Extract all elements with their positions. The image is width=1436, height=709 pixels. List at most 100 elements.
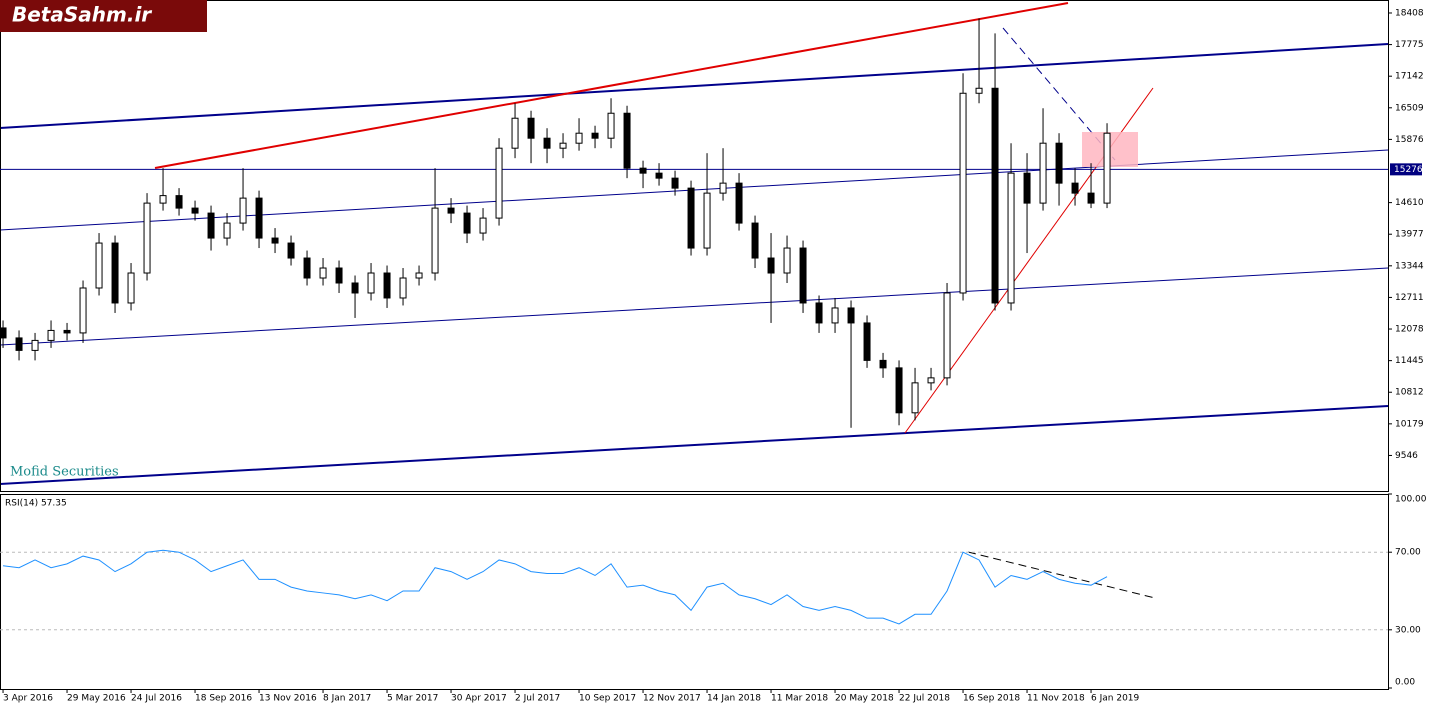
x-tick-label: 8 Jan 2017 <box>323 694 371 704</box>
x-tick-label: 11 Mar 2018 <box>771 694 828 704</box>
x-tick-label: 11 Nov 2018 <box>1027 694 1085 704</box>
candle-body <box>1055 142 1063 184</box>
y-tick-label: 12711 <box>1395 293 1424 303</box>
y-tick-label: 16509 <box>1395 103 1424 113</box>
candle-body <box>111 242 119 304</box>
candle-body <box>511 117 519 149</box>
candle-body <box>815 302 823 324</box>
x-tick-label: 29 May 2016 <box>67 694 126 704</box>
candle-body <box>735 182 743 224</box>
candle-body <box>591 132 599 139</box>
candle-body <box>15 337 23 351</box>
trend-line <box>0 405 1389 485</box>
trend-line <box>0 43 1389 129</box>
candle-body <box>495 147 503 219</box>
x-tick-label: 16 Sep 2018 <box>963 694 1020 704</box>
current-price-box <box>1390 163 1422 176</box>
candle-body <box>1039 142 1047 204</box>
x-tick-label: 10 Sep 2017 <box>579 694 636 704</box>
x-tick-label: 18 Sep 2016 <box>195 694 252 704</box>
y-tick-label: 13977 <box>1395 230 1424 240</box>
candle-body <box>847 307 855 324</box>
broker-label: Mofid Securities <box>10 465 119 480</box>
logo-box <box>0 0 207 32</box>
x-tick-label: 6 Jan 2019 <box>1091 694 1139 704</box>
candle-body <box>207 212 215 239</box>
candle-body <box>639 167 647 174</box>
candle-body <box>271 237 279 244</box>
candle-body <box>927 377 935 384</box>
candle-body <box>1023 172 1031 204</box>
candle-body <box>143 202 151 274</box>
candle-body <box>703 192 711 249</box>
candle-body <box>255 197 263 239</box>
candle-body <box>79 287 87 334</box>
candle-body <box>607 112 615 139</box>
rsi-line <box>2 549 1108 625</box>
candle-body <box>943 292 951 379</box>
candle-body <box>1103 132 1111 204</box>
candle-body <box>559 142 567 149</box>
rsi-frame <box>0 494 1389 690</box>
trend-line <box>0 267 1389 346</box>
rsi-title: RSI(14) 57.35 <box>5 499 67 509</box>
candle-body <box>95 242 103 289</box>
y-tick-label: 18408 <box>1395 8 1424 18</box>
y-tick-label: 9546 <box>1395 451 1418 461</box>
candle-body <box>991 87 999 304</box>
candle-body <box>1087 192 1095 204</box>
candle-body <box>335 267 343 284</box>
candle-body <box>671 177 679 189</box>
candle-body <box>223 222 231 239</box>
rsi-trend-line <box>967 551 1156 599</box>
y-tick-label: 10179 <box>1395 419 1424 429</box>
candle-body <box>911 382 919 414</box>
candle-body <box>575 132 583 144</box>
candle-body <box>319 267 327 279</box>
candle-body <box>863 322 871 361</box>
y-tick-label: 12078 <box>1395 325 1424 335</box>
y-tick-label: 100.00 <box>1395 495 1427 505</box>
trend-line <box>154 2 1069 169</box>
candle-body <box>687 187 695 249</box>
y-tick-label: 10812 <box>1395 388 1424 398</box>
y-tick-label: 30.00 <box>1395 625 1421 635</box>
x-tick-label: 30 Apr 2017 <box>451 694 507 704</box>
candle-body <box>159 195 167 204</box>
candle-body <box>623 112 631 169</box>
candle-body <box>479 217 487 234</box>
candle-body <box>0 327 7 339</box>
candle-body <box>175 195 183 209</box>
candle-body <box>543 137 551 149</box>
x-tick-label: 13 Nov 2016 <box>259 694 317 704</box>
candle-body <box>1071 182 1079 194</box>
candle-body <box>303 257 311 279</box>
candle-body <box>463 212 471 234</box>
candle-body <box>655 172 663 179</box>
x-tick-label: 5 Mar 2017 <box>387 694 438 704</box>
candle-body <box>191 207 199 214</box>
x-tick-label: 14 Jan 2018 <box>707 694 761 704</box>
candle-body <box>975 87 983 94</box>
x-tick-label: 24 Jul 2016 <box>131 694 182 704</box>
x-tick-label: 2 Jul 2017 <box>515 694 560 704</box>
candle-body <box>751 222 759 259</box>
y-tick-label: 70.00 <box>1395 548 1421 558</box>
x-tick-label: 22 Jul 2018 <box>899 694 950 704</box>
y-tick-label: 0.00 <box>1395 678 1415 688</box>
candle-body <box>287 242 295 259</box>
y-tick-label: 17142 <box>1395 72 1424 82</box>
candle-body <box>415 272 423 279</box>
main-frame <box>0 0 1389 492</box>
y-tick-label: 11445 <box>1395 356 1424 366</box>
candle-body <box>239 197 247 224</box>
candle-body <box>527 117 535 139</box>
y-tick-label: 17775 <box>1395 40 1424 50</box>
candle-body <box>783 247 791 274</box>
y-tick-label: 14610 <box>1395 198 1424 208</box>
candle-body <box>895 367 903 414</box>
candle-body <box>383 272 391 299</box>
candle-body <box>447 207 455 214</box>
